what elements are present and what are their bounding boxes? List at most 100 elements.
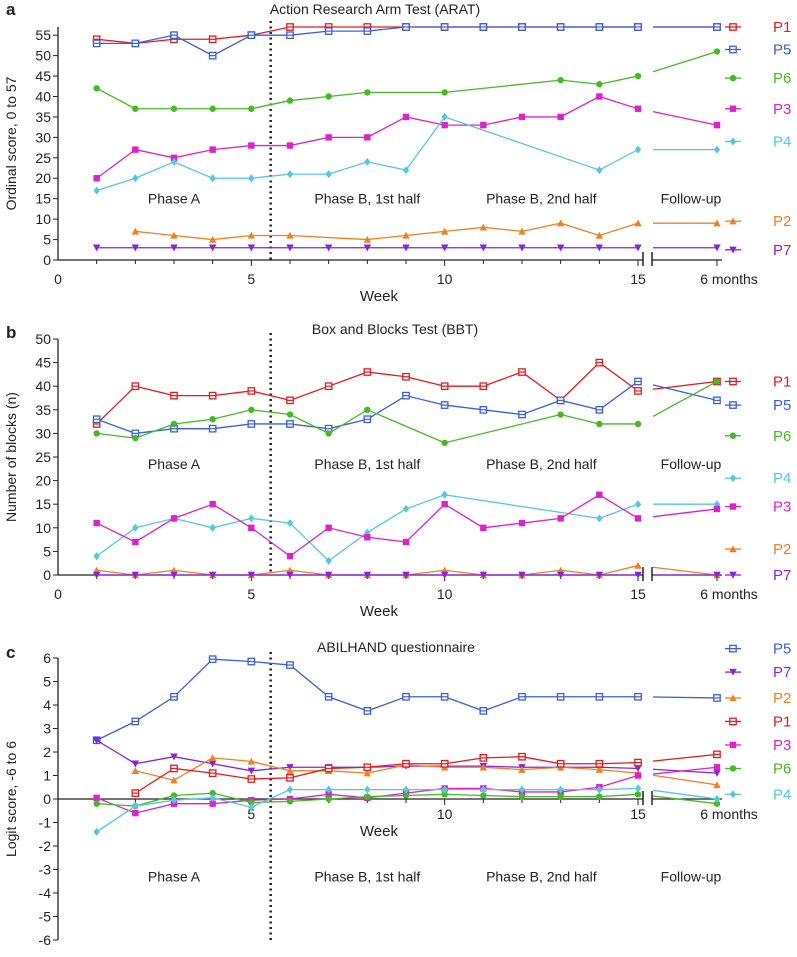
series-P1 xyxy=(92,358,721,428)
data-point xyxy=(364,157,371,166)
data-point xyxy=(557,785,564,794)
data-point xyxy=(479,571,488,579)
y-tick-label: 30 xyxy=(35,129,51,145)
x-tick-label: 10 xyxy=(437,806,453,822)
phase-label: Phase B, 1st half xyxy=(314,456,420,472)
data-point xyxy=(92,415,101,424)
data-point xyxy=(518,227,526,235)
data-point xyxy=(132,174,139,183)
data-point xyxy=(729,105,737,112)
data-point xyxy=(729,668,737,676)
data-point xyxy=(729,644,737,653)
data-point xyxy=(729,741,737,749)
data-point xyxy=(286,552,294,560)
data-point xyxy=(325,170,332,179)
x-tick-label: 10 xyxy=(437,586,453,602)
data-point xyxy=(556,571,565,579)
series-P5 xyxy=(92,655,721,745)
data-point xyxy=(93,800,100,807)
data-point xyxy=(713,800,721,807)
data-point xyxy=(247,767,256,775)
series-followup-line xyxy=(652,766,718,775)
data-point xyxy=(713,764,721,771)
data-point xyxy=(132,434,139,442)
data-point xyxy=(729,137,737,146)
data-point xyxy=(209,789,216,797)
data-point xyxy=(596,166,603,175)
data-point xyxy=(363,571,372,579)
data-point xyxy=(595,405,604,414)
data-point xyxy=(634,500,642,509)
data-point xyxy=(132,523,139,532)
data-point xyxy=(93,519,100,527)
data-point xyxy=(93,85,100,92)
series-line xyxy=(96,116,639,192)
data-point xyxy=(634,515,642,522)
data-point xyxy=(595,231,604,239)
data-point xyxy=(634,692,642,701)
data-point xyxy=(364,89,371,96)
series-P4 xyxy=(93,112,721,195)
series-P4 xyxy=(93,784,721,836)
data-point xyxy=(132,538,139,546)
data-point xyxy=(247,31,256,40)
data-point xyxy=(634,377,642,386)
legend-label: P5 xyxy=(773,641,791,658)
phase-label: Follow-up xyxy=(661,869,722,885)
data-point xyxy=(713,121,721,129)
data-point xyxy=(634,791,642,798)
data-point xyxy=(208,35,217,44)
data-point xyxy=(248,799,255,806)
data-point xyxy=(729,23,737,31)
data-point xyxy=(209,800,216,807)
series-line xyxy=(96,75,639,110)
data-point xyxy=(595,765,604,773)
data-point xyxy=(286,231,294,239)
y-tick-label: 30 xyxy=(35,425,51,441)
y-tick-label: -2 xyxy=(39,838,52,854)
data-point xyxy=(729,217,737,225)
data-point xyxy=(634,420,642,428)
data-point xyxy=(92,566,101,574)
data-point xyxy=(713,396,721,405)
data-point xyxy=(713,750,721,759)
data-point xyxy=(286,566,294,574)
data-point xyxy=(208,391,217,400)
series-followup-line xyxy=(652,508,718,518)
data-point xyxy=(208,51,217,60)
legend-label: P3 xyxy=(773,101,791,118)
data-point xyxy=(441,89,448,96)
data-point xyxy=(170,391,178,400)
data-point xyxy=(480,121,487,129)
data-point xyxy=(713,48,721,55)
y-axis-label: Logit score, -6 to 6 xyxy=(3,741,19,857)
data-point xyxy=(209,416,216,423)
y-tick-label: 20 xyxy=(35,170,51,186)
data-point xyxy=(479,763,488,771)
data-point xyxy=(596,514,603,523)
y-tick-label: 10 xyxy=(35,520,51,536)
data-point xyxy=(440,227,449,235)
data-point xyxy=(286,170,294,179)
y-tick-label: 45 xyxy=(35,68,51,84)
x-tick-label-followup: 6 months xyxy=(700,806,758,822)
x-tick-label: 10 xyxy=(437,271,453,287)
series-P6 xyxy=(93,378,721,447)
data-point xyxy=(248,105,255,112)
legend-label: P6 xyxy=(773,70,791,87)
data-point xyxy=(518,113,526,121)
data-point xyxy=(247,231,256,239)
legend-item-P5: P5 xyxy=(725,397,791,414)
y-tick-label: 0 xyxy=(43,252,51,268)
data-point xyxy=(634,758,642,767)
data-point xyxy=(286,411,294,418)
y-tick-label: -5 xyxy=(39,909,52,925)
data-point xyxy=(92,737,101,744)
legend-item-P1: P1 xyxy=(725,19,791,36)
data-point xyxy=(729,432,737,439)
y-axis-label: Ordinal score, 0 to 57 xyxy=(3,76,19,210)
data-point xyxy=(713,219,721,227)
series-followup-line xyxy=(652,696,718,699)
data-point xyxy=(595,571,604,579)
